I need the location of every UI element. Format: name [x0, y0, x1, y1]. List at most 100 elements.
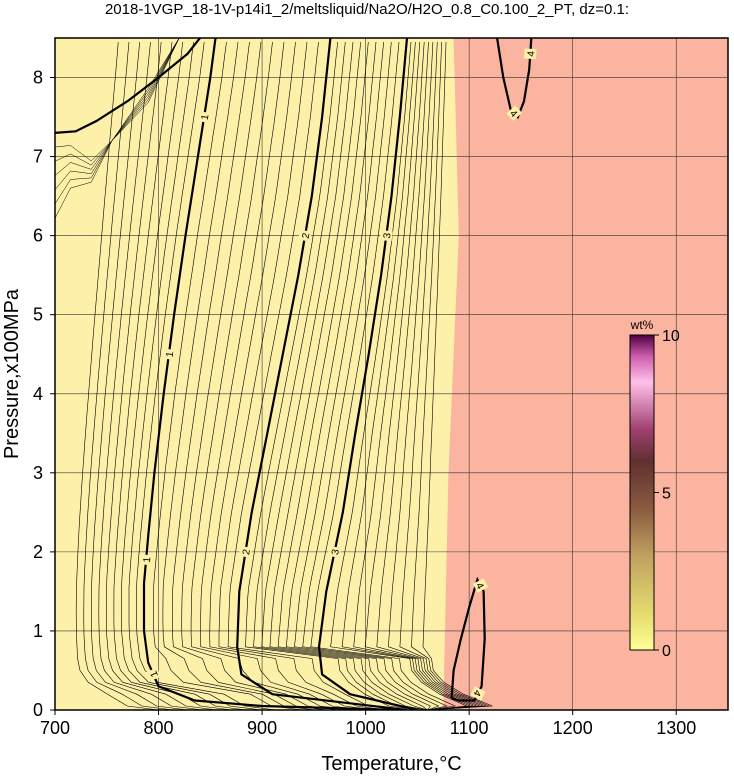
high-value-field	[443, 38, 728, 710]
colorbar: wt% 0 5 10	[629, 318, 680, 660]
minor-contour	[341, 41, 471, 710]
y-tick-label: 3	[33, 463, 43, 483]
plot-area: 1 1 1 1 2 2 3 3 4 4 4 4	[54, 37, 729, 711]
contour-label-text: 4	[473, 581, 486, 591]
contour-label-text: 1	[142, 556, 153, 563]
minor-contour	[171, 41, 327, 710]
contour-label: 1	[145, 667, 161, 682]
major-contour-layer	[55, 38, 533, 710]
minor-contour	[411, 41, 490, 710]
contour-label-bg	[139, 554, 153, 566]
minor-contour	[399, 41, 487, 710]
y-axis-title: Pressure,x100MPa	[1, 288, 23, 459]
minor-contour	[153, 41, 303, 710]
contour-label-text: 3	[330, 548, 342, 556]
minor-contour	[388, 41, 483, 710]
contour-label-bg	[379, 229, 393, 242]
contour-label: 2	[238, 546, 253, 558]
contour-label-bg	[523, 48, 537, 60]
contour-label-bg	[470, 686, 486, 701]
contour-label: 4	[506, 105, 522, 121]
chart-title: 2018-1VGP_18-1V-p14i1_2/meltsliquid/Na2O…	[104, 1, 630, 18]
x-tick-label: 800	[144, 718, 174, 738]
contour-label-layer: 1 1 1 1 2 2 3 3 4 4 4 4	[139, 48, 537, 701]
minor-contour	[136, 41, 276, 710]
minor-contour	[98, 41, 203, 710]
minor-contour	[113, 41, 232, 710]
minor-contour	[55, 38, 180, 219]
minor-contour	[55, 38, 180, 176]
minor-contour	[55, 38, 180, 162]
minor-contour	[55, 38, 180, 205]
y-tick-label: 1	[33, 621, 43, 641]
x-tick-label: 700	[40, 718, 70, 738]
contour-label-bg	[298, 229, 312, 242]
colorbar-tick-label: 5	[662, 486, 671, 503]
minor-contour	[190, 41, 352, 710]
minor-contour	[83, 41, 174, 710]
minor-contour	[200, 41, 364, 710]
colorbar-gradient	[629, 334, 655, 651]
minor-contour	[294, 41, 440, 710]
colorbar-tick-label: 0	[662, 643, 671, 660]
y-tick-label: 6	[33, 226, 43, 246]
y-tick-label: 4	[33, 384, 43, 404]
contour-label-bg	[238, 546, 253, 558]
y-tick-label: 0	[33, 700, 43, 720]
contour-label-text: 3	[382, 232, 394, 239]
minor-contour	[55, 38, 180, 190]
minor-contour	[330, 41, 468, 710]
y-axis: 0 1 2 3 4 5 6 7 8	[33, 68, 55, 720]
minor-contour	[121, 41, 247, 710]
contour-label-bg	[145, 667, 161, 682]
contour-label-bg	[162, 348, 176, 360]
x-tick-label: 1300	[656, 718, 696, 738]
contour-label-text: 2	[301, 232, 313, 240]
minor-contour	[91, 41, 188, 710]
minor-contour	[422, 41, 493, 710]
minor-contour-layer	[55, 38, 493, 710]
x-tick-label: 1100	[450, 718, 489, 738]
plot-frame	[54, 37, 729, 711]
grid-layer	[55, 38, 728, 710]
contour-label: 4	[470, 686, 486, 701]
minor-contour	[162, 41, 315, 710]
contour-label: 1	[197, 111, 212, 123]
x-axis-title: Temperature,°C	[321, 753, 461, 775]
minor-contour	[269, 41, 428, 710]
minor-contour	[75, 41, 159, 710]
contour-level-1	[55, 38, 201, 134]
contour-label-text: 1	[200, 113, 212, 121]
contour-level-2	[236, 38, 408, 710]
colorbar-title: wt%	[630, 318, 654, 332]
contour-label-bg	[327, 545, 342, 559]
contour-label-text: 1	[165, 351, 177, 358]
contour-label-text: 4	[470, 688, 483, 698]
contour-label: 4	[523, 48, 537, 60]
minor-contour	[364, 41, 477, 710]
x-tick-label: 1200	[553, 718, 593, 738]
contour-label-text: 2	[241, 548, 253, 556]
contour-label: 1	[139, 554, 153, 566]
x-tick-label: 900	[247, 718, 277, 738]
minor-contour	[285, 41, 431, 710]
contour-label: 3	[379, 229, 394, 242]
contour-label: 1	[162, 348, 176, 360]
contour-level-4	[496, 38, 533, 120]
contour-level-3	[317, 38, 418, 710]
minor-contour	[209, 41, 376, 710]
colorbar-tick-label: 10	[662, 328, 680, 345]
minor-contour	[253, 41, 428, 710]
contour-label-bg	[472, 578, 489, 593]
contour-label-bg	[506, 105, 522, 121]
minor-contour	[181, 41, 339, 710]
contour-label-bg	[197, 111, 211, 123]
minor-contour	[261, 41, 428, 710]
y-tick-label: 8	[33, 68, 43, 88]
x-tick-label: 1000	[346, 718, 386, 738]
contour-label-text: 1	[148, 669, 160, 679]
minor-contour	[218, 41, 388, 710]
y-tick-label: 7	[33, 147, 43, 167]
minor-contour	[245, 41, 420, 710]
